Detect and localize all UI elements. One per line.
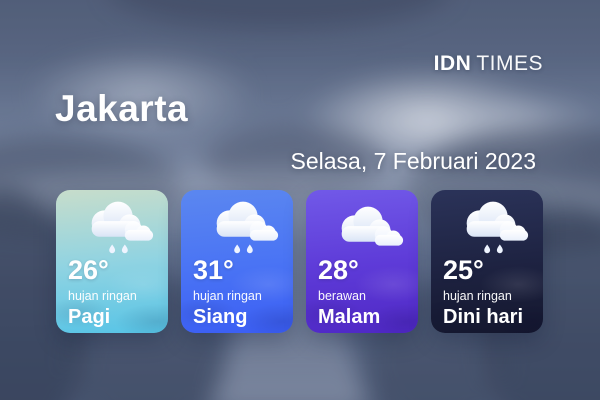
period-label: Siang: [193, 306, 248, 328]
clouds-icon: [329, 197, 407, 257]
city-title: Jakarta: [55, 88, 189, 129]
logo-times-text: TIMES: [476, 52, 543, 75]
temperature: 25°: [443, 255, 484, 285]
condition-label: hujan ringan: [443, 289, 512, 303]
condition-label: hujan ringan: [68, 289, 137, 303]
condition-label: berawan: [318, 289, 366, 303]
period-label: Pagi: [68, 306, 111, 328]
period-label: Dini hari: [443, 306, 524, 328]
temperature: 26°: [68, 255, 109, 285]
forecast-card-malam: 28° berawan Malam: [306, 190, 418, 333]
temperature: 28°: [318, 255, 359, 285]
rain-cloud-icon: [79, 197, 157, 257]
forecast-cards-row: 26° hujan ringan Pagi: [56, 190, 543, 333]
idn-times-logo: IDN TIMES: [434, 52, 543, 76]
forecast-card-dini-hari: 25° hujan ringan Dini hari: [431, 190, 543, 333]
condition-label: hujan ringan: [193, 289, 262, 303]
forecast-card-siang: 31° hujan ringan Siang: [181, 190, 293, 333]
date-label: Selasa, 7 Februari 2023: [290, 148, 537, 174]
temperature: 31°: [193, 255, 234, 285]
rain-cloud-icon: [454, 197, 532, 257]
rain-cloud-icon: [204, 197, 282, 257]
period-label: Malam: [318, 306, 381, 328]
forecast-card-pagi: 26° hujan ringan Pagi: [56, 190, 168, 333]
logo-idn-text: IDN: [433, 52, 472, 75]
